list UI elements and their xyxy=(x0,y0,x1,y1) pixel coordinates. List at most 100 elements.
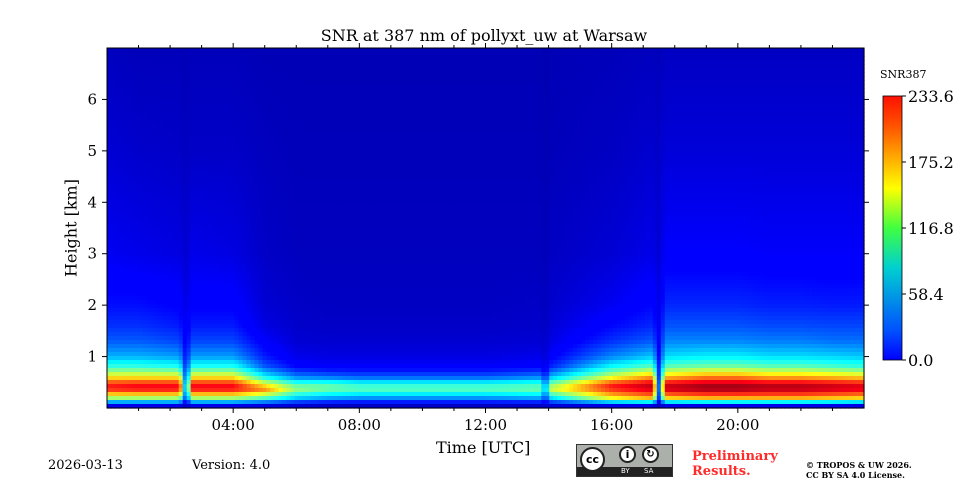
heatmap-cell xyxy=(732,72,738,77)
heatmap-cell xyxy=(318,128,323,133)
heatmap-cell xyxy=(154,88,160,93)
heatmap-cell xyxy=(286,128,291,133)
heatmap-cell xyxy=(824,148,829,153)
heatmap-cell xyxy=(142,84,148,89)
heatmap-cell xyxy=(836,128,841,133)
heatmap-cell xyxy=(696,56,702,61)
heatmap-cell xyxy=(712,116,718,121)
heatmap-cell xyxy=(334,116,339,121)
heatmap-cell xyxy=(202,152,208,157)
heatmap-cell xyxy=(549,76,554,81)
heatmap-cell xyxy=(672,76,678,81)
heatmap-cell xyxy=(146,72,152,77)
heatmap-cell xyxy=(609,64,614,69)
heatmap-cell xyxy=(585,120,590,125)
heatmap-cell xyxy=(170,116,176,121)
heatmap-cell xyxy=(150,92,156,97)
heatmap-cell xyxy=(736,144,742,149)
heatmap-cell xyxy=(190,68,196,73)
heatmap-cell xyxy=(282,148,287,153)
heatmap-cell xyxy=(310,80,315,85)
heatmap-cell xyxy=(142,68,148,73)
heatmap-cell xyxy=(700,68,706,73)
heatmap-cell xyxy=(668,116,674,121)
heatmap-cell xyxy=(768,120,773,125)
heatmap-cell xyxy=(302,108,307,113)
heatmap-cell xyxy=(266,104,271,109)
heatmap-cell xyxy=(640,124,646,129)
heatmap-cell xyxy=(302,52,307,57)
heatmap-cell xyxy=(585,96,590,101)
heatmap-cell xyxy=(541,68,546,73)
heatmap-cell xyxy=(800,48,805,53)
heatmap-cell xyxy=(294,108,299,113)
heatmap-cell xyxy=(688,136,694,141)
heatmap-cell xyxy=(680,132,686,137)
heatmap-cell xyxy=(557,64,562,69)
heatmap-cell xyxy=(509,88,514,93)
heatmap-cell xyxy=(194,104,200,109)
heatmap-cell xyxy=(752,48,758,53)
heatmap-cell xyxy=(282,68,287,73)
heatmap-cell xyxy=(525,68,530,73)
heatmap-cell xyxy=(684,96,690,101)
heatmap-cell xyxy=(342,116,347,121)
heatmap-cell xyxy=(856,140,861,145)
heatmap-cell xyxy=(533,76,538,81)
heatmap-cell xyxy=(553,64,558,69)
heatmap-cell xyxy=(485,84,491,89)
heatmap-cell xyxy=(477,60,483,65)
heatmap-cell xyxy=(640,148,646,153)
heatmap-cell xyxy=(812,108,817,113)
heatmap-cell xyxy=(648,84,654,89)
heatmap-cell xyxy=(756,88,762,93)
heatmap-cell xyxy=(784,100,789,105)
heatmap-cell xyxy=(752,80,758,85)
heatmap-cell xyxy=(162,128,168,133)
heatmap-cell xyxy=(170,88,176,93)
heatmap-cell xyxy=(326,72,331,77)
heatmap-cell xyxy=(107,84,112,89)
heatmap-cell xyxy=(585,100,590,105)
heatmap-cell xyxy=(632,132,638,137)
heatmap-cell xyxy=(593,76,598,81)
heatmap-cell xyxy=(306,84,311,89)
heatmap-cell xyxy=(218,124,224,129)
heatmap-cell xyxy=(816,104,821,109)
heatmap-cell xyxy=(509,72,514,77)
heatmap-cell xyxy=(652,48,658,53)
heatmap-cell xyxy=(377,88,383,93)
heatmap-cell xyxy=(585,128,590,133)
heatmap-cell xyxy=(342,104,347,109)
heatmap-cell xyxy=(644,84,650,89)
heatmap-cell xyxy=(314,92,319,97)
heatmap-cell xyxy=(664,64,670,69)
heatmap-cell xyxy=(294,120,299,125)
heatmap-cell xyxy=(326,100,331,105)
heatmap-cell xyxy=(266,96,271,101)
heatmap-cell xyxy=(425,96,431,101)
heatmap-cell xyxy=(840,72,845,77)
heatmap-cell xyxy=(150,76,156,81)
heatmap-cell xyxy=(107,152,112,157)
heatmap-cell xyxy=(740,76,746,81)
heatmap-cell xyxy=(700,104,706,109)
heatmap-cell xyxy=(501,56,507,61)
heatmap-cell xyxy=(676,104,682,109)
heatmap-cell xyxy=(417,104,423,109)
heatmap-cell xyxy=(696,144,702,149)
heatmap-cell xyxy=(473,64,479,69)
heatmap-cell xyxy=(620,116,626,121)
heatmap-cell xyxy=(636,104,642,109)
heatmap-cell xyxy=(768,92,773,97)
heatmap-cell xyxy=(521,124,526,129)
heatmap-cell xyxy=(716,120,722,125)
heatmap-cell xyxy=(294,128,299,133)
heatmap-cell xyxy=(226,108,232,113)
heatmap-cell xyxy=(628,148,634,153)
heatmap-cell xyxy=(222,104,228,109)
heatmap-cell xyxy=(632,124,638,129)
heatmap-cell xyxy=(688,140,694,145)
heatmap-cell xyxy=(385,112,391,117)
heatmap-cell xyxy=(616,80,622,85)
